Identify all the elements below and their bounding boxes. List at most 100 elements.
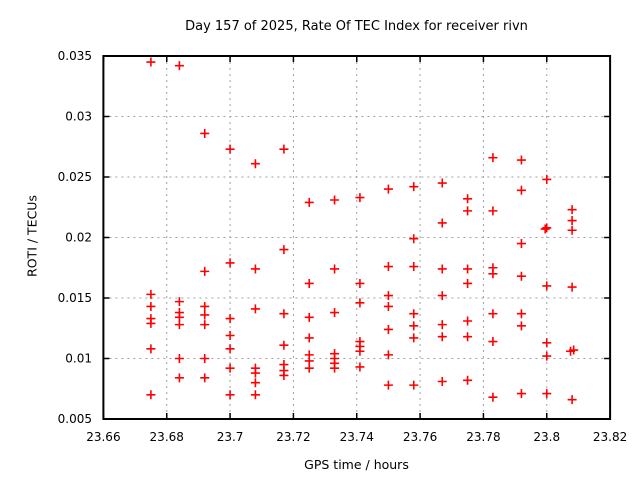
- data-point: [304, 197, 314, 207]
- data-point: [437, 178, 447, 188]
- data-point: [566, 346, 576, 356]
- data-point: [146, 318, 156, 328]
- data-point: [250, 390, 260, 400]
- y-axis-label: ROTI / TECUs: [24, 195, 40, 277]
- y-tick-label: 0.015: [58, 291, 92, 305]
- y-tick-label: 0.035: [58, 49, 92, 63]
- data-point: [279, 309, 289, 319]
- y-tick-label: 0.025: [58, 170, 92, 184]
- data-point: [463, 375, 473, 385]
- data-point: [225, 144, 235, 154]
- data-point: [200, 354, 210, 363]
- data-point: [304, 278, 314, 288]
- data-point: [516, 389, 526, 399]
- data-point: [463, 332, 473, 342]
- y-tick-label: 0.01: [65, 352, 92, 366]
- data-point: [225, 331, 235, 341]
- data-point: [330, 308, 340, 318]
- data-point: [463, 206, 473, 216]
- data-point: [146, 301, 156, 311]
- data-point: [174, 354, 184, 363]
- data-point: [250, 159, 260, 169]
- data-point: [409, 321, 419, 331]
- x-tick-label: 23.82: [593, 430, 627, 444]
- data-point: [437, 332, 447, 342]
- data-point: [437, 218, 447, 228]
- x-tick-label: 23.68: [150, 430, 184, 444]
- data-point: [542, 281, 552, 291]
- data-point: [488, 337, 498, 347]
- data-point: [542, 223, 552, 233]
- data-point: [567, 216, 577, 226]
- y-tick-label: 0.005: [58, 412, 92, 426]
- x-tick-label: 23.78: [466, 430, 500, 444]
- data-point: [542, 351, 552, 361]
- data-point: [567, 205, 577, 215]
- data-point: [383, 380, 393, 390]
- data-point: [463, 278, 473, 288]
- data-point: [174, 373, 184, 383]
- data-point: [567, 282, 577, 292]
- x-tick-label: 23.7: [217, 430, 244, 444]
- data-point: [225, 390, 235, 400]
- data-point: [355, 193, 365, 203]
- chart-title: Day 157 of 2025, Rate Of TEC Index for r…: [185, 19, 528, 34]
- data-point: [542, 338, 552, 348]
- data-point: [488, 269, 498, 279]
- y-tick-label: 0.03: [65, 110, 92, 124]
- data-point: [146, 57, 156, 67]
- data-point: [146, 344, 156, 354]
- x-tick-label: 23.72: [276, 430, 310, 444]
- data-point: [174, 320, 184, 330]
- data-point: [225, 314, 235, 324]
- data-point: [225, 344, 235, 354]
- y-tick-label: 0.02: [65, 231, 92, 245]
- data-point: [488, 206, 498, 216]
- data-point: [567, 395, 577, 405]
- data-point: [463, 194, 473, 204]
- x-axis-label: GPS time / hours: [304, 457, 409, 472]
- data-point: [409, 333, 419, 343]
- data-point: [383, 301, 393, 311]
- data-point: [304, 312, 314, 322]
- data-point: [383, 262, 393, 272]
- data-point: [174, 61, 184, 71]
- data-point: [488, 309, 498, 319]
- data-point: [409, 182, 419, 192]
- data-point: [409, 234, 419, 244]
- data-point: [516, 155, 526, 165]
- plot-border: [102, 55, 612, 420]
- data-point: [409, 380, 419, 390]
- x-tick-label: 23.76: [403, 430, 437, 444]
- data-point: [516, 321, 526, 331]
- data-point: [355, 298, 365, 308]
- x-tick-label: 23.66: [86, 430, 120, 444]
- data-point: [146, 289, 156, 299]
- data-point: [200, 320, 210, 330]
- data-point: [279, 144, 289, 154]
- data-point: [304, 363, 314, 373]
- data-point: [383, 350, 393, 360]
- data-point: [355, 346, 365, 356]
- data-point: [355, 362, 365, 372]
- data-point: [463, 264, 473, 274]
- data-point: [250, 378, 260, 388]
- data-point: [437, 376, 447, 386]
- data-point: [146, 390, 156, 400]
- data-point: [250, 304, 260, 314]
- data-point: [383, 184, 393, 194]
- data-point: [279, 245, 289, 255]
- data-point: [437, 264, 447, 274]
- data-point: [488, 392, 498, 402]
- data-point: [383, 324, 393, 334]
- data-point: [330, 195, 340, 205]
- data-point: [225, 363, 235, 373]
- data-point: [516, 185, 526, 195]
- data-point: [355, 278, 365, 288]
- data-point: [488, 153, 498, 163]
- data-point: [542, 389, 552, 399]
- data-point: [250, 264, 260, 274]
- data-point: [409, 262, 419, 272]
